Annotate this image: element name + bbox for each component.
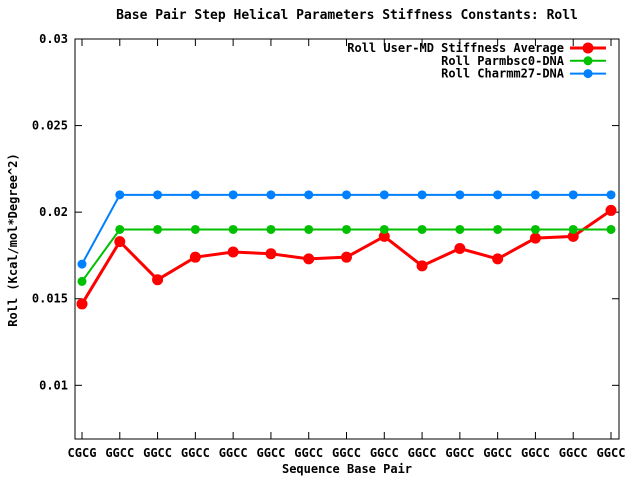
- data-point-s0: [416, 260, 428, 272]
- y-tick-label: 0.025: [32, 119, 68, 133]
- data-point-s0: [341, 251, 352, 263]
- data-point-s1: [153, 224, 163, 234]
- data-point-s0: [227, 246, 239, 258]
- data-point-s1: [304, 224, 314, 234]
- x-tick-label: GGCC: [559, 446, 588, 460]
- data-point-s0: [152, 274, 164, 286]
- y-tick-label: 0.015: [32, 292, 68, 306]
- x-tick-label: GGCC: [445, 446, 474, 460]
- x-tick-label: GGCC: [143, 446, 172, 460]
- data-point-s2: [379, 190, 389, 200]
- data-point-s0: [378, 230, 390, 242]
- x-tick-label: GGCC: [408, 446, 437, 460]
- data-point-s2: [455, 190, 465, 200]
- data-point-s0: [303, 253, 315, 265]
- chart-title: Base Pair Step Helical Parameters Stiffn…: [116, 8, 578, 23]
- x-tick-label: GGCC: [219, 446, 248, 460]
- data-point-s1: [190, 224, 200, 234]
- data-point-s2: [417, 190, 427, 200]
- data-point-s0: [114, 236, 126, 248]
- data-point-s2: [115, 190, 125, 200]
- data-point-s2: [493, 190, 503, 200]
- data-point-s1: [606, 224, 616, 234]
- x-tick-label: GGCC: [370, 446, 399, 460]
- x-tick-label: CGCG: [68, 446, 97, 460]
- data-point-s1: [455, 224, 465, 234]
- x-tick-label: GGCC: [294, 446, 323, 460]
- data-point-s2: [606, 190, 616, 200]
- data-point-s2: [568, 190, 578, 200]
- x-tick-label: GGCC: [521, 446, 550, 460]
- data-point-s0: [492, 253, 504, 265]
- data-point-s1: [77, 276, 87, 286]
- data-point-s1: [342, 224, 351, 234]
- data-point-s1: [417, 224, 427, 234]
- data-point-s2: [190, 190, 200, 200]
- data-point-s0: [529, 232, 541, 244]
- x-tick-label: GGCC: [483, 446, 512, 460]
- legend-sample-marker: [583, 56, 593, 66]
- x-tick-label: GGCC: [105, 446, 134, 460]
- legend-label: Roll User-MD Stiffness Average: [347, 41, 564, 55]
- data-point-s2: [266, 190, 276, 200]
- legend-label: Roll Charmm27-DNA: [441, 67, 565, 81]
- data-point-s1: [266, 224, 276, 234]
- data-point-s0: [605, 204, 617, 216]
- data-point-s0: [454, 243, 466, 255]
- data-point-s2: [342, 190, 351, 200]
- x-tick-label: GGCC: [181, 446, 210, 460]
- data-point-s2: [530, 190, 540, 200]
- data-point-s2: [304, 190, 314, 200]
- y-tick-label: 0.01: [39, 378, 68, 392]
- x-tick-label: GGCC: [332, 446, 361, 460]
- data-point-s1: [493, 224, 503, 234]
- data-point-s2: [228, 190, 238, 200]
- data-point-s1: [568, 224, 578, 234]
- data-point-s1: [115, 224, 125, 234]
- data-point-s1: [530, 224, 540, 234]
- data-point-s0: [265, 248, 277, 260]
- x-tick-label: GGCC: [256, 446, 285, 460]
- data-point-s0: [567, 230, 579, 242]
- data-point-s0: [189, 251, 201, 263]
- legend-sample-marker: [583, 69, 593, 79]
- data-point-s2: [77, 259, 87, 269]
- y-tick-label: 0.02: [39, 205, 68, 219]
- data-point-s1: [379, 224, 389, 234]
- legend-label: Roll Parmbsc0-DNA: [441, 54, 565, 68]
- x-tick-label: GGCC: [597, 446, 626, 460]
- data-point-s2: [153, 190, 163, 200]
- y-tick-label: 0.03: [39, 32, 68, 46]
- data-point-s0: [76, 298, 88, 310]
- legend-sample-marker: [582, 42, 594, 54]
- x-axis-label: Sequence Base Pair: [281, 462, 413, 476]
- data-point-s1: [228, 224, 238, 234]
